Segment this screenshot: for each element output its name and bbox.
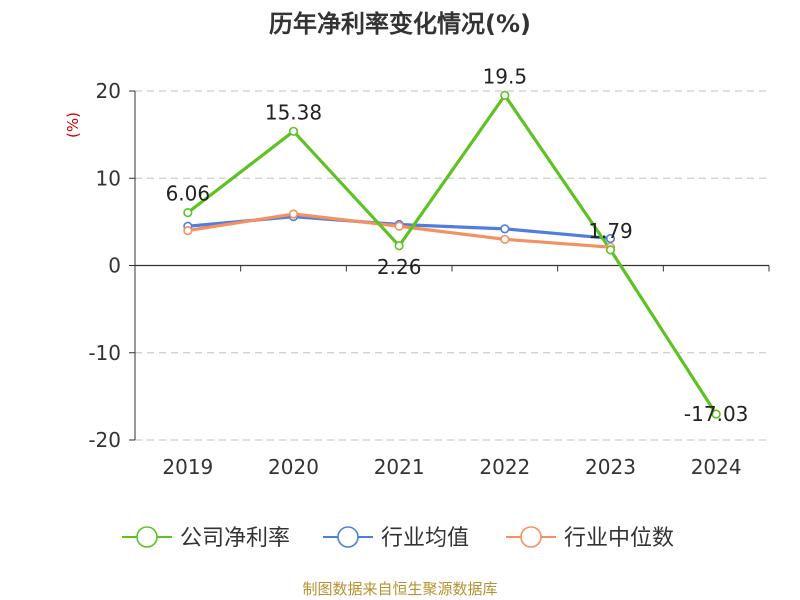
x-tick-label: 2023 xyxy=(585,455,636,479)
gridlines xyxy=(135,90,769,441)
chart-title: 历年净利率变化情况(%) xyxy=(269,10,531,38)
data-label: 19.5 xyxy=(483,64,528,88)
data-label: -17.03 xyxy=(684,402,748,426)
data-point xyxy=(500,234,510,244)
legend-label: 行业中位数 xyxy=(564,526,674,551)
x-tick-label: 2022 xyxy=(479,455,530,479)
y-tick-label: -20 xyxy=(88,428,121,452)
legend-label: 公司净利率 xyxy=(180,526,290,551)
x-axis: 2019 2020 2021 2022 2023 2024 xyxy=(134,264,770,479)
y-tick-label: 10 xyxy=(96,166,121,190)
x-tick-label: 2021 xyxy=(374,455,425,479)
series-lines xyxy=(186,93,718,415)
data-point xyxy=(500,90,510,100)
y-tick-label: -10 xyxy=(88,341,121,365)
x-tick-label: 2020 xyxy=(268,455,319,479)
legend-marker xyxy=(136,526,158,548)
data-point xyxy=(183,226,193,236)
data-label: 15.38 xyxy=(265,100,322,124)
data-label: 6.06 xyxy=(166,182,211,206)
y-tick-label: 0 xyxy=(108,254,121,278)
legend-label: 行业均值 xyxy=(381,526,469,551)
y-axis-label: (%) xyxy=(64,112,82,138)
series-points xyxy=(183,90,721,419)
data-point xyxy=(288,209,299,219)
data-point xyxy=(394,241,404,251)
series-line xyxy=(186,93,718,415)
data-point xyxy=(394,221,404,231)
x-tick-label: 2019 xyxy=(162,455,213,479)
data-point xyxy=(500,224,510,234)
data-point xyxy=(711,409,721,419)
y-tick-label: 20 xyxy=(96,79,121,103)
legend-marker xyxy=(337,526,359,548)
data-label: 2.26 xyxy=(377,255,422,279)
data-point xyxy=(288,126,299,136)
y-axis: 20 10 0 -10 -20 xyxy=(88,79,136,452)
legend-marker xyxy=(520,526,542,548)
x-tick-label: 2024 xyxy=(691,455,742,479)
legend: 公司净利率 行业均值 行业中位数 xyxy=(122,526,674,551)
data-point xyxy=(605,245,616,255)
data-point xyxy=(183,208,193,218)
source-note: 制图数据来自恒生聚源数据库 xyxy=(302,580,497,598)
data-labels: 6.06 15.38 2.26 19.5 1.79 -17.03 xyxy=(166,64,749,426)
data-label: 1.79 xyxy=(588,219,633,243)
data-point xyxy=(605,233,616,244)
